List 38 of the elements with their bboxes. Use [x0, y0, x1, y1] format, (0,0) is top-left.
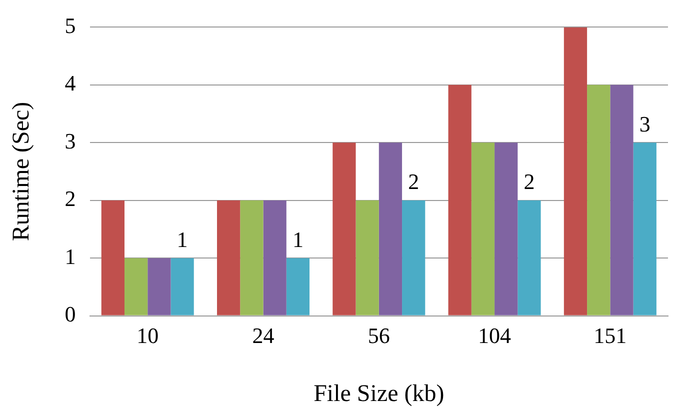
y-tick-label: 0: [64, 302, 76, 327]
x-tick-label: 104: [478, 322, 512, 348]
x-tick-label: 10: [136, 322, 159, 348]
bar: [587, 84, 610, 316]
bar: [518, 200, 541, 316]
data-label: 1: [292, 226, 304, 252]
bar: [332, 142, 356, 316]
y-axis-title: Runtime (Sec): [8, 102, 35, 242]
y-tick-label: 2: [64, 186, 76, 212]
bar: [240, 200, 264, 316]
bar: [564, 27, 588, 316]
bar: [148, 258, 171, 316]
bar: [494, 142, 518, 316]
bar: [610, 84, 634, 316]
x-axis-title: File Size (kb): [314, 380, 444, 407]
bar: [217, 200, 240, 316]
bar: [633, 142, 656, 316]
bar: [378, 142, 402, 316]
y-tick-label: 5: [64, 12, 76, 38]
bar: [402, 200, 426, 316]
bar: [471, 142, 495, 316]
bar: [124, 258, 148, 316]
bar: [286, 258, 310, 316]
bar: [263, 200, 286, 316]
y-tick-label: 1: [64, 244, 76, 269]
bar: [170, 258, 194, 316]
bar: [101, 200, 124, 316]
y-tick-label: 3: [64, 128, 76, 154]
data-label: 2: [524, 169, 535, 194]
x-tick-label: 56: [368, 322, 390, 348]
bar: [448, 84, 472, 316]
data-label: 3: [639, 111, 650, 136]
data-label: 1: [176, 226, 188, 252]
x-tick-label: 151: [594, 322, 627, 348]
x-tick-label: 24: [252, 322, 274, 348]
y-tick-label: 4: [64, 70, 76, 96]
data-label: 2: [408, 169, 420, 194]
bar: [356, 200, 379, 316]
